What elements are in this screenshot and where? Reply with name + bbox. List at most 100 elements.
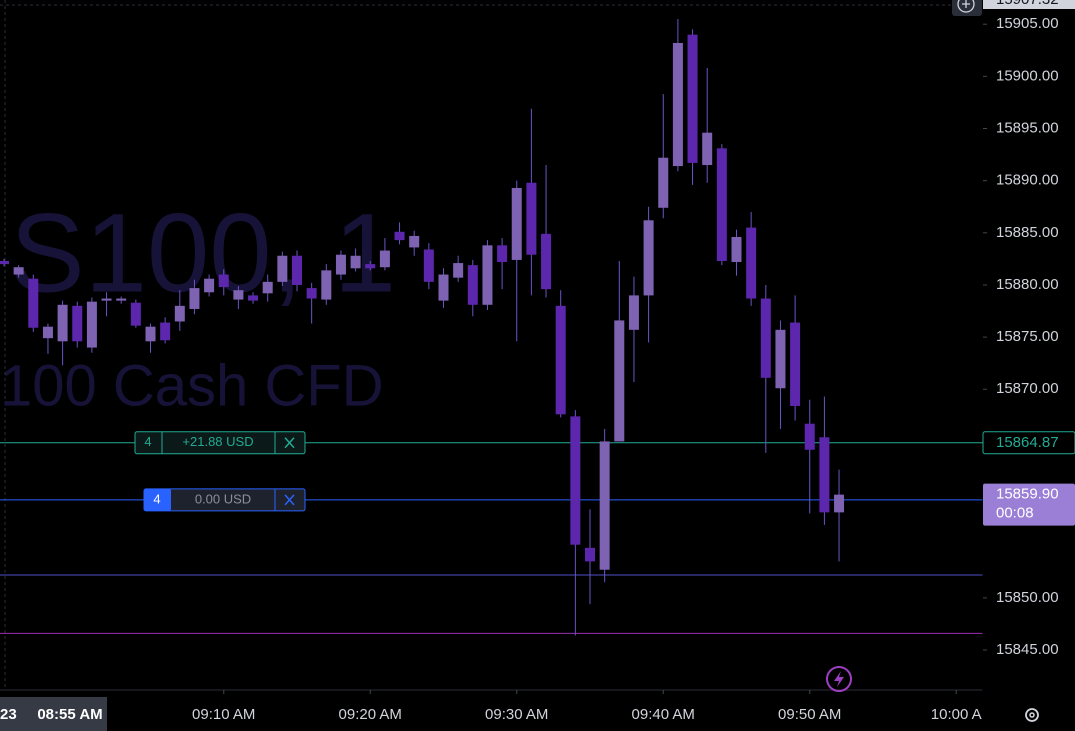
position-box[interactable]: 4 +21.88 USD — [134, 431, 306, 455]
candle-body — [321, 270, 332, 300]
top-price-tag: 15907.32 — [996, 0, 1059, 8]
candle-body — [790, 322, 801, 406]
y-tick-label: 15875.00 — [996, 328, 1059, 345]
candle-body — [189, 288, 200, 309]
candle-body — [160, 322, 171, 341]
crosshair-label-bg — [0, 697, 107, 731]
candle-body — [643, 220, 654, 296]
candle-body — [599, 441, 610, 570]
x-tick-label: 09:40 AM — [632, 706, 695, 723]
y-tick-label: 15845.00 — [996, 641, 1059, 658]
candle-body — [174, 305, 185, 322]
gear-hub[interactable] — [1029, 712, 1035, 718]
gear-icon[interactable] — [1025, 708, 1039, 722]
candle-body — [834, 494, 845, 513]
candle-body — [365, 264, 376, 269]
candle-body — [702, 132, 713, 166]
candle-body — [731, 236, 742, 263]
x-tick-label: 09:10 AM — [192, 706, 255, 723]
position-quantity-bg — [144, 488, 171, 511]
candle-body — [130, 302, 141, 326]
price-tag-bg — [983, 483, 1075, 526]
top-price-tag-bg — [983, 0, 1075, 9]
plus-icon[interactable] — [957, 0, 975, 13]
candle-body — [42, 326, 53, 339]
candle-body — [101, 298, 112, 301]
candle-body — [614, 320, 625, 442]
settings-button[interactable] — [1025, 708, 1039, 722]
position-box-bg[interactable] — [134, 431, 306, 455]
close-icon[interactable] — [284, 494, 295, 506]
add-button[interactable] — [952, 0, 982, 16]
candle-body — [233, 290, 244, 300]
candle-body — [628, 295, 639, 330]
close-icon[interactable] — [284, 437, 295, 449]
y-tick-label: 15890.00 — [996, 172, 1059, 189]
candle-body — [467, 265, 478, 305]
candle-body — [72, 305, 83, 342]
candle-body — [423, 249, 434, 282]
price-tag: 15864.87 — [996, 434, 1059, 451]
price-tag: 15859.90 — [996, 486, 1059, 503]
candle-body — [145, 326, 156, 342]
candle-body — [687, 34, 698, 163]
plot — [0, 18, 983, 636]
position-pnl: 0.00 USD — [195, 491, 251, 506]
position-box[interactable]: 4 0.00 USD — [143, 488, 306, 512]
y-tick-label: 15905.00 — [996, 15, 1059, 32]
x-tick-label: 09:50 AM — [778, 706, 841, 723]
crosshair-time: 08:55 AM — [37, 706, 102, 723]
candle-body — [819, 437, 830, 513]
candle-body — [511, 187, 522, 260]
candle-body — [292, 255, 302, 285]
crosshair-date: 23 — [0, 706, 17, 723]
position-quantity: 4 — [153, 491, 160, 506]
candle-body — [555, 305, 566, 415]
lightning-circle[interactable] — [826, 666, 852, 692]
candle-body — [218, 274, 229, 288]
candle-body — [394, 231, 405, 241]
y-tick-label: 15885.00 — [996, 224, 1059, 241]
candle-body — [350, 255, 361, 269]
candle-body — [482, 245, 493, 305]
candle-body — [760, 298, 771, 378]
candle-body — [746, 227, 757, 299]
candle-body — [658, 157, 669, 208]
candle-body — [570, 416, 581, 545]
watermark-symbol: S100, 1 — [10, 191, 396, 316]
add-button-bg[interactable] — [952, 0, 982, 16]
x-tick-label: 10:00 A — [931, 706, 982, 723]
candle-body — [204, 278, 215, 293]
position-pnl: +21.88 USD — [182, 434, 253, 449]
candle-body — [306, 288, 317, 299]
price-tag-bg — [982, 431, 1075, 455]
x-tick-label: 09:30 AM — [485, 706, 548, 723]
candle-body — [28, 278, 39, 328]
y-tick-label: 15870.00 — [996, 380, 1059, 397]
candle-body — [57, 304, 68, 342]
candle-body — [248, 295, 259, 301]
candle-body — [335, 254, 346, 275]
candle-body — [13, 267, 24, 275]
candle-body — [277, 255, 288, 282]
watermark: S100, 1 100 Cash CFD — [0, 191, 396, 419]
y-tick-label: 15850.00 — [996, 589, 1059, 606]
position-quantity: 4 — [144, 434, 151, 449]
candle-body — [262, 281, 273, 294]
lightning-button[interactable] — [826, 666, 852, 692]
x-tick-label: 09:20 AM — [339, 706, 402, 723]
candle-body — [453, 263, 464, 278]
plus-icon[interactable] — [962, 0, 970, 8]
candle-body — [585, 547, 595, 562]
y-tick-label: 15895.00 — [996, 119, 1059, 136]
candle-body — [672, 42, 683, 167]
candle-body — [526, 182, 537, 255]
y-tick-label: 15900.00 — [996, 67, 1059, 84]
candle-body — [775, 329, 786, 389]
candle-body — [804, 423, 815, 450]
candle-body — [86, 301, 97, 348]
lightning-icon[interactable] — [834, 671, 844, 687]
